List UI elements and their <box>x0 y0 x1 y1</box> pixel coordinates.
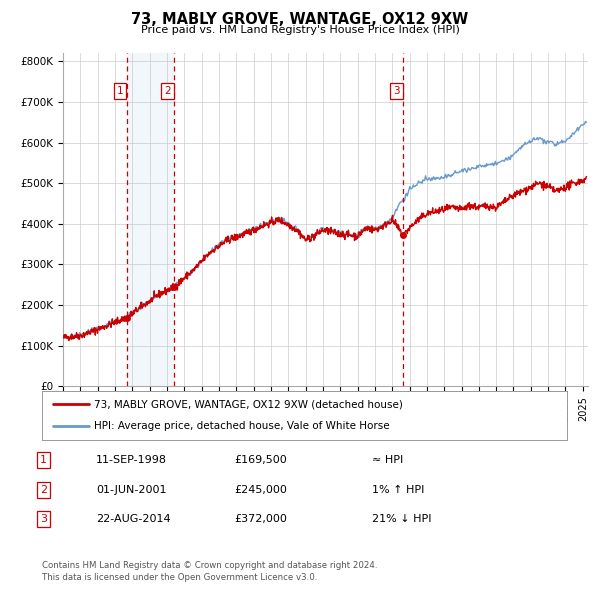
Text: 3: 3 <box>40 514 47 524</box>
Text: 73, MABLY GROVE, WANTAGE, OX12 9XW (detached house): 73, MABLY GROVE, WANTAGE, OX12 9XW (deta… <box>95 399 403 409</box>
Text: Price paid vs. HM Land Registry's House Price Index (HPI): Price paid vs. HM Land Registry's House … <box>140 25 460 35</box>
Text: 2: 2 <box>164 86 170 96</box>
Text: ≈ HPI: ≈ HPI <box>372 455 403 465</box>
Text: 3: 3 <box>393 86 400 96</box>
Text: 1: 1 <box>117 86 124 96</box>
Text: £245,000: £245,000 <box>234 485 287 494</box>
Text: Contains HM Land Registry data © Crown copyright and database right 2024.: Contains HM Land Registry data © Crown c… <box>42 560 377 570</box>
Text: 73, MABLY GROVE, WANTAGE, OX12 9XW: 73, MABLY GROVE, WANTAGE, OX12 9XW <box>131 12 469 27</box>
Text: This data is licensed under the Open Government Licence v3.0.: This data is licensed under the Open Gov… <box>42 572 317 582</box>
Text: 22-AUG-2014: 22-AUG-2014 <box>96 514 170 524</box>
Text: £372,000: £372,000 <box>234 514 287 524</box>
Text: 01-JUN-2001: 01-JUN-2001 <box>96 485 167 494</box>
Text: HPI: Average price, detached house, Vale of White Horse: HPI: Average price, detached house, Vale… <box>95 421 390 431</box>
Text: 11-SEP-1998: 11-SEP-1998 <box>96 455 167 465</box>
Bar <box>127 53 174 386</box>
Text: 1: 1 <box>40 455 47 465</box>
Text: £169,500: £169,500 <box>234 455 287 465</box>
Text: 1% ↑ HPI: 1% ↑ HPI <box>372 485 424 494</box>
Text: 21% ↓ HPI: 21% ↓ HPI <box>372 514 431 524</box>
Text: 2: 2 <box>40 485 47 494</box>
